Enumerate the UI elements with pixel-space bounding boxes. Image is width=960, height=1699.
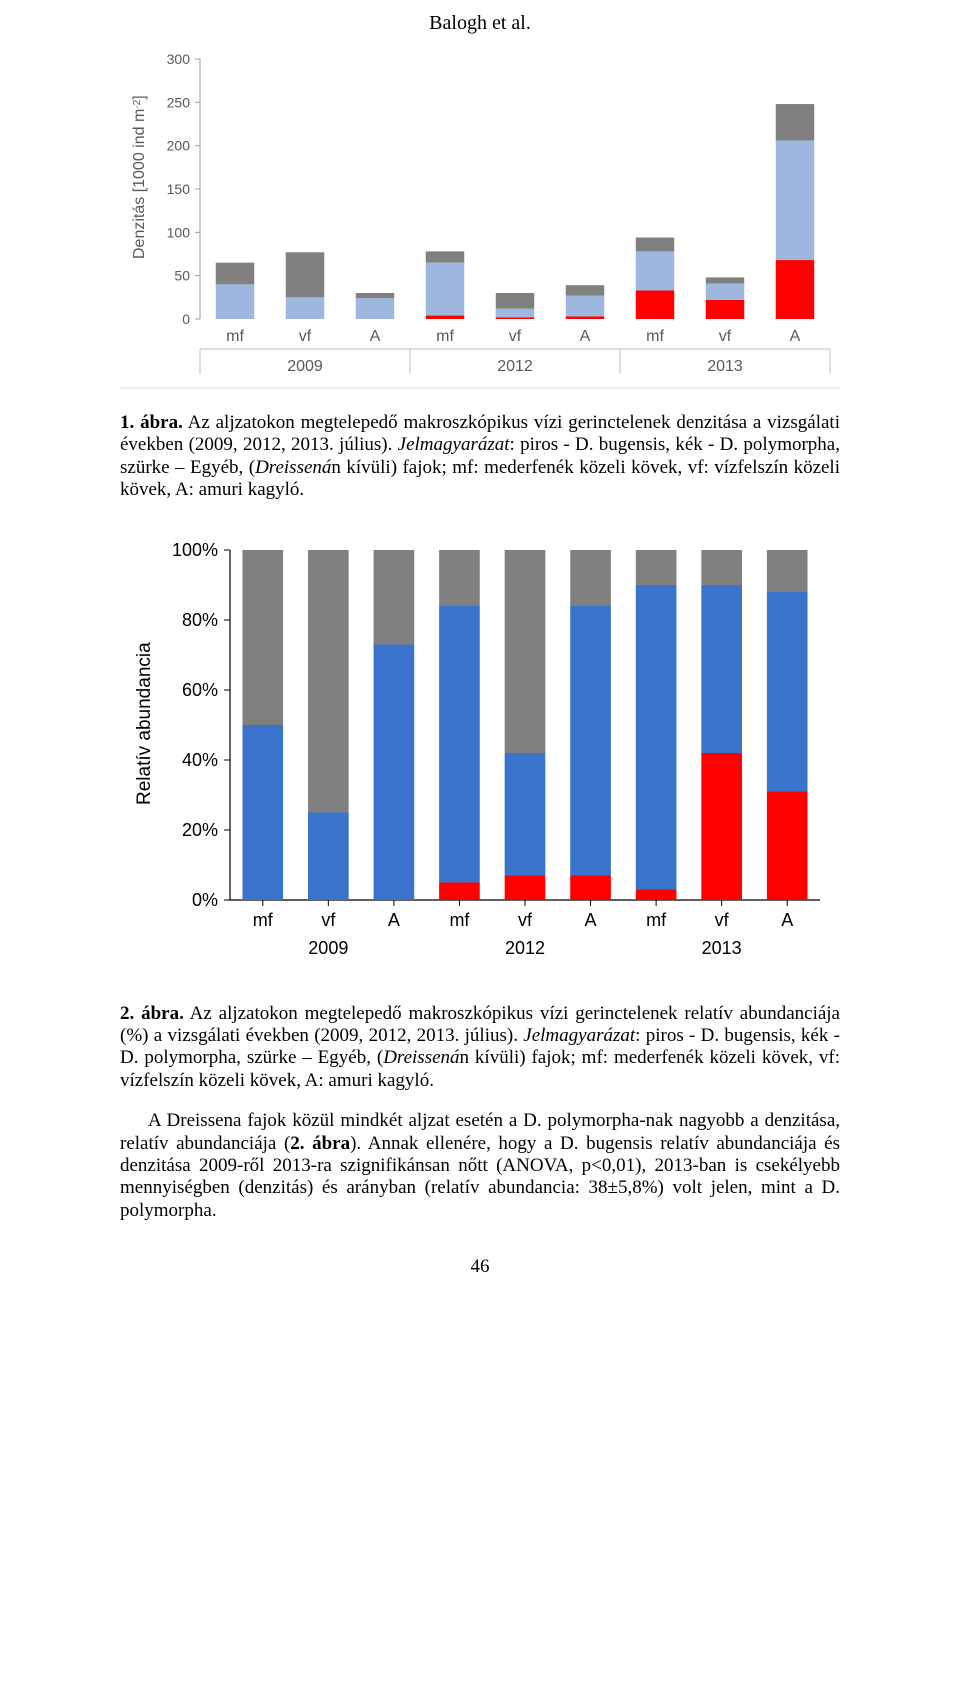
relative-abundance-chart: 0% 20% 40% 60% 80% 100% Relatív abundancia mf vf… xyxy=(120,530,840,980)
bar-seg xyxy=(286,252,325,297)
page-header: Balogh et al. xyxy=(120,12,840,35)
figure-1-caption: 1. ábra. Az aljzatokon megtelepedő makro… xyxy=(120,412,840,502)
bar-seg xyxy=(570,606,611,876)
bar-seg xyxy=(426,263,465,316)
svg-text:vf: vf xyxy=(509,328,522,345)
svg-text:40%: 40% xyxy=(182,750,218,770)
bar-seg xyxy=(496,309,535,318)
bar-seg xyxy=(636,290,675,319)
bar-seg xyxy=(216,263,255,285)
bar-seg xyxy=(767,791,808,900)
svg-text:mf: mf xyxy=(646,910,667,930)
bar-seg xyxy=(636,585,677,890)
svg-text:20%: 20% xyxy=(182,820,218,840)
bar-seg xyxy=(701,550,742,585)
bar-seg xyxy=(706,300,745,319)
svg-text:mf: mf xyxy=(436,328,454,345)
page-number: 46 xyxy=(120,1256,840,1278)
figure-2-caption: 2. ábra. Az aljzatokon megtelepedő makro… xyxy=(120,1003,840,1093)
bar-seg xyxy=(636,238,675,252)
bar-seg xyxy=(701,585,742,753)
bar-seg xyxy=(426,316,465,319)
svg-text:vf: vf xyxy=(299,328,312,345)
svg-text:60%: 60% xyxy=(182,680,218,700)
svg-text:vf: vf xyxy=(518,910,533,930)
bar-seg xyxy=(706,277,745,283)
bar-seg xyxy=(570,875,611,900)
bar-seg xyxy=(496,317,535,319)
bar-seg xyxy=(356,298,395,319)
body-paragraph: A Dreissena fajok közül mindkét aljzat e… xyxy=(120,1110,840,1222)
svg-text:0%: 0% xyxy=(192,890,218,910)
svg-text:50: 50 xyxy=(174,268,190,284)
svg-text:A: A xyxy=(790,328,801,345)
bar-seg xyxy=(496,293,535,309)
bar-seg xyxy=(767,592,808,792)
density-bar-chart: 0 50 100 150 200 250 300 Denzitás [1000 ind m-2… xyxy=(120,49,840,389)
bar-seg xyxy=(439,882,480,900)
bar-seg xyxy=(636,251,675,290)
svg-text:300: 300 xyxy=(167,51,191,67)
bar-seg xyxy=(308,550,349,813)
bar-seg xyxy=(566,285,605,295)
svg-text:2009: 2009 xyxy=(308,938,348,958)
bar-seg xyxy=(286,297,325,319)
fig1-label: 1. ábra. xyxy=(120,412,183,433)
bar-seg xyxy=(636,550,677,585)
svg-text:mf: mf xyxy=(226,328,244,345)
svg-text:2009: 2009 xyxy=(287,358,323,375)
bar-seg xyxy=(706,283,745,299)
bar-seg xyxy=(776,260,815,319)
bar-seg xyxy=(308,812,349,900)
svg-text:80%: 80% xyxy=(182,610,218,630)
svg-text:vf: vf xyxy=(719,328,732,345)
svg-text:Denzitás [1000 ind m-2]: Denzitás [1000 ind m-2] xyxy=(131,95,148,259)
bar-seg xyxy=(566,316,605,319)
svg-text:250: 250 xyxy=(167,94,191,110)
bar-seg xyxy=(570,550,611,606)
bar-seg xyxy=(776,140,815,260)
bar-seg xyxy=(356,293,395,298)
svg-text:vf: vf xyxy=(321,910,336,930)
bar-seg xyxy=(242,550,283,725)
bar-seg xyxy=(505,550,546,753)
svg-text:A: A xyxy=(388,910,400,930)
bar-seg xyxy=(242,725,283,900)
bar-seg xyxy=(636,889,677,900)
svg-text:mf: mf xyxy=(253,910,274,930)
svg-text:2013: 2013 xyxy=(707,358,743,375)
bar-seg xyxy=(439,606,480,883)
svg-text:A: A xyxy=(370,328,381,345)
svg-text:100%: 100% xyxy=(172,540,218,560)
svg-text:2012: 2012 xyxy=(505,938,545,958)
svg-text:A: A xyxy=(781,910,793,930)
fig2-label: 2. ábra. xyxy=(120,1003,184,1024)
bar-seg xyxy=(505,875,546,900)
svg-text:0: 0 xyxy=(182,311,190,327)
bar-seg xyxy=(776,104,815,140)
bar-seg xyxy=(505,753,546,876)
bar-seg xyxy=(701,753,742,900)
bar-seg xyxy=(426,251,465,262)
bar-seg xyxy=(566,296,605,317)
svg-text:2012: 2012 xyxy=(497,358,533,375)
svg-text:150: 150 xyxy=(167,181,191,197)
bar-seg xyxy=(374,644,415,900)
svg-text:2013: 2013 xyxy=(702,938,742,958)
bar-seg xyxy=(374,550,415,645)
svg-text:A: A xyxy=(585,910,597,930)
svg-text:100: 100 xyxy=(167,224,191,240)
bar-seg xyxy=(216,284,255,319)
svg-text:200: 200 xyxy=(167,138,191,154)
svg-text:Relatív abundancia: Relatív abundancia xyxy=(134,642,155,805)
svg-text:vf: vf xyxy=(715,910,730,930)
svg-text:A: A xyxy=(580,328,591,345)
svg-text:mf: mf xyxy=(449,910,470,930)
bar-seg xyxy=(439,550,480,606)
svg-text:mf: mf xyxy=(646,328,664,345)
bar-seg xyxy=(767,550,808,592)
